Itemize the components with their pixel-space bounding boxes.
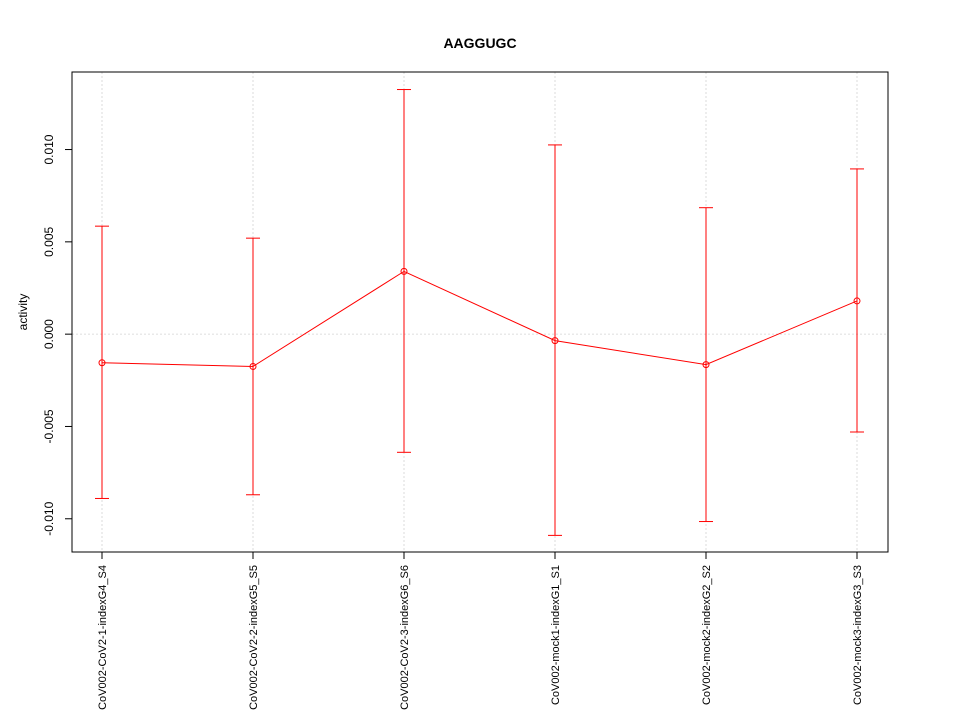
data-point: [551, 337, 559, 345]
x-tick-label: CoV002-CoV2-3-indexG6_S6: [399, 565, 411, 710]
data-point: [98, 359, 106, 367]
x-axis: CoV002-CoV2-1-indexG4_S4 CoV002-CoV2-2-in…: [97, 551, 864, 710]
series-line: [101, 270, 858, 367]
data-point: [249, 362, 257, 370]
y-tick-label: -0.010: [42, 501, 56, 535]
x-tick-label: CoV002-mock3-indexG3_S3: [852, 565, 864, 705]
y-tick-label: 0.010: [42, 134, 56, 164]
y-tick-label: -0.005: [42, 409, 56, 443]
x-tick-label: CoV002-CoV2-1-indexG4_S4: [97, 565, 109, 710]
y-axis: -0.010 -0.005 0.000 0.005 0.010: [42, 134, 73, 536]
chart-title: AAGGUGC: [443, 35, 516, 51]
data-point: [400, 267, 408, 275]
y-tick-label: 0.000: [42, 319, 56, 349]
data-point: [853, 297, 861, 305]
series-group: [95, 89, 864, 536]
data-point: [702, 361, 710, 369]
plot-frame: [71, 71, 889, 553]
y-tick-label: 0.005: [42, 227, 56, 257]
x-tick-label: CoV002-mock2-indexG2_S2: [701, 565, 713, 705]
y-axis-label: activity: [16, 294, 30, 331]
x-tick-label: CoV002-mock1-indexG1_S1: [550, 565, 562, 705]
x-tick-label: CoV002-CoV2-2-indexG5_S5: [248, 565, 260, 710]
grid: [72, 72, 888, 552]
